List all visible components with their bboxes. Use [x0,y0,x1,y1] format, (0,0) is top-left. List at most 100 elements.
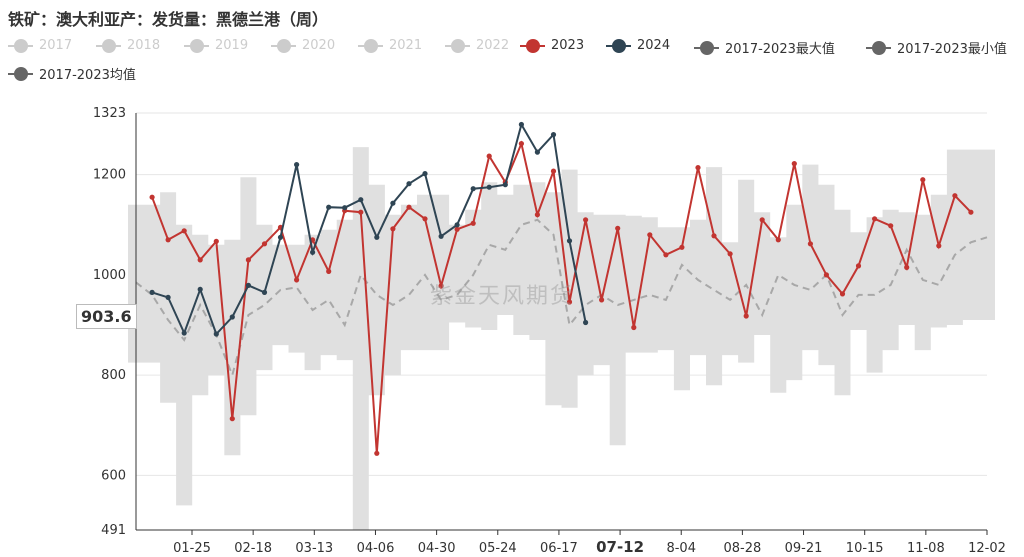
axis-pointer-x-label: 07-12 [596,538,644,556]
legend-item-2017[interactable]: 2017 [8,38,72,53]
legend-label: 2018 [127,38,161,53]
data-point [904,264,910,270]
legend-item-2019[interactable]: 2019 [184,38,248,53]
data-point [486,153,492,159]
data-point [197,286,203,292]
data-point [807,241,814,247]
data-point [839,291,846,297]
data-point [358,209,364,215]
y-tick-label: 1000 [93,268,126,283]
data-point [149,194,155,200]
data-point [615,225,621,231]
data-point [534,149,541,155]
legend-label: 2017-2023最大值 [725,42,835,57]
legend-item-2017-2023最大值[interactable]: 2017-2023最大值 [694,38,835,57]
data-point [823,272,830,278]
x-tick-label: 04-06 [357,541,395,556]
data-point [326,268,332,274]
legend-label: 2020 [302,38,336,53]
legend-item-2022[interactable]: 2022 [445,38,509,53]
legend-label: 2017 [39,38,73,53]
legend-symbol-icon [606,38,631,53]
data-point [855,263,862,269]
data-point [952,193,958,199]
data-point [390,200,396,206]
x-tick-label: 11-08 [907,541,945,556]
data-point [181,228,187,234]
data-point [358,197,364,203]
x-tick-label: 8-04 [666,541,696,556]
x-tick-label: 09-21 [785,541,823,556]
data-point [566,299,573,305]
legend-label: 2022 [476,38,510,53]
legend-symbol-icon [271,38,296,53]
data-point [294,277,300,283]
series-2024 [149,121,589,337]
data-point [470,186,476,192]
data-point [936,243,942,249]
data-point [245,257,251,263]
data-point [695,165,701,171]
legend-label: 2021 [389,38,423,53]
data-point [888,223,894,229]
data-point [342,205,348,211]
legend-item-2017-2023最小值[interactable]: 2017-2023最小值 [866,38,1007,57]
series-line [151,140,972,454]
legend-item-2017-2023均值[interactable]: 2017-2023均值 [8,64,136,83]
legend-item-2021[interactable]: 2021 [358,38,422,53]
data-point [775,237,781,243]
legend-item-2024[interactable]: 2024 [606,38,670,53]
data-point [165,237,171,243]
min-max-band [128,147,995,531]
data-point [422,216,428,222]
y-tick-label: 1323 [93,106,126,121]
data-point [277,234,284,240]
chart-title: 铁矿：澳大利亚产：发货量：黑德兰港（周） [8,10,329,29]
data-point [583,319,589,326]
legend-item-2018[interactable]: 2018 [96,38,160,53]
data-point [422,171,428,177]
y-tick-label: 600 [101,468,126,483]
data-point [438,233,444,239]
legend-label: 2017-2023均值 [39,68,136,83]
series-2023 [149,140,974,456]
band-area [128,147,995,531]
legend-item-2023[interactable]: 2023 [520,38,584,53]
data-point [165,294,171,300]
data-point [149,289,155,295]
legend-symbol-icon [8,66,33,81]
y-tick-label: 800 [101,368,126,383]
data-point [566,238,573,244]
legend-symbol-icon [694,40,719,55]
x-tick-label: 02-18 [234,541,272,556]
data-point [791,161,797,167]
data-point [229,314,235,320]
legend-label: 2017-2023最小值 [897,42,1007,57]
legend-symbol-icon [96,38,121,53]
legend-symbol-icon [866,40,891,55]
legend-label: 2023 [551,38,585,53]
x-tick-label: 08-28 [723,541,761,556]
data-point [213,238,219,244]
x-tick-label: 05-24 [479,541,517,556]
data-point [727,251,733,257]
x-tick-label: 03-13 [295,541,333,556]
legend-item-2020[interactable]: 2020 [271,38,335,53]
data-point [438,283,444,289]
data-point [197,257,203,263]
data-point [599,297,605,303]
legend-symbol-icon [520,38,545,53]
data-point [213,331,219,337]
y-tick-label: 491 [101,523,126,538]
x-tick-label: 12-02 [968,541,1006,556]
data-point [872,216,878,222]
data-point [374,234,380,240]
watermark: 紫金天风期货 [430,284,575,309]
y-tick-label: 1200 [93,168,126,183]
data-point [470,220,476,226]
axes: 491 600 800 1000 1200 1323 01-25 02-18 03-13 04-0… [93,106,1006,556]
data-point [550,168,557,174]
data-point [229,416,235,422]
x-tick-label: 10-15 [846,541,884,556]
